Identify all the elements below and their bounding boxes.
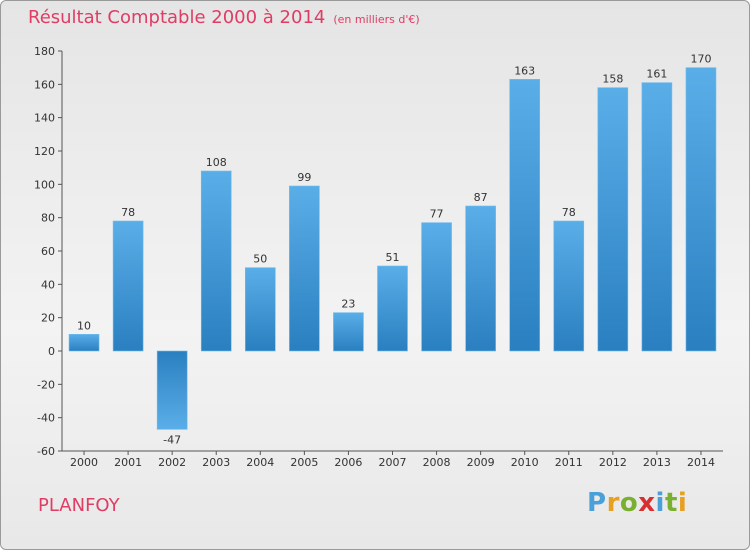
x-tick-label: 2009 — [467, 456, 495, 469]
x-tick-label: 2011 — [555, 456, 583, 469]
y-tick-label: -40 — [37, 412, 55, 425]
data-labels: 10 78 -47 108 50 99 23 51 77 87 163 78 158 161 170 — [77, 53, 711, 447]
bar-2013 — [641, 82, 673, 352]
x-tick-label: 2004 — [246, 456, 274, 469]
y-tick-label: 20 — [41, 312, 55, 325]
x-tick-label: 2005 — [290, 456, 318, 469]
bar-2002 — [156, 350, 188, 430]
x-tick-label: 2007 — [379, 456, 407, 469]
data-label-2012: 158 — [602, 73, 623, 86]
bars — [68, 67, 717, 430]
data-label-2014: 170 — [690, 53, 711, 66]
brand-letter: o — [619, 488, 639, 518]
proxiti-logo[interactable]: Proxiti — [587, 488, 687, 518]
x-tick-label: 2003 — [202, 456, 230, 469]
y-tick-label: 60 — [41, 245, 55, 258]
chart-title: Résultat Comptable 2000 à 2014 (en millie… — [28, 7, 420, 28]
y-tick-label: 160 — [34, 78, 55, 91]
y-tick-label: 140 — [34, 112, 55, 125]
data-label-2005: 99 — [297, 171, 311, 184]
data-label-2006: 23 — [341, 298, 355, 311]
brand-letter: i — [655, 488, 665, 518]
bar-2012 — [597, 87, 629, 352]
y-tick-label: 120 — [34, 145, 55, 158]
brand-letter: P — [587, 488, 607, 518]
bar-2011 — [553, 220, 585, 352]
brand-letter: r — [606, 488, 620, 518]
y-tick-label: -60 — [37, 445, 55, 458]
x-tick-label: 2012 — [599, 456, 627, 469]
x-tick-label: 2000 — [70, 456, 98, 469]
data-label-2003: 108 — [206, 156, 227, 169]
data-label-2010: 163 — [514, 64, 535, 77]
brand-letter: t — [664, 488, 678, 518]
bar-2009 — [465, 205, 496, 352]
data-label-2000: 10 — [77, 319, 91, 332]
bar-2008 — [421, 222, 452, 352]
chart-subtitle: (en milliers d'€) — [333, 13, 420, 26]
y-tick-label: 40 — [41, 278, 55, 291]
data-label-2001: 78 — [121, 206, 135, 219]
y-tick-label: 0 — [48, 345, 55, 358]
bar-2006 — [333, 312, 364, 352]
bar-2000 — [68, 334, 100, 352]
data-label-2002: -47 — [163, 433, 181, 446]
bar-2007 — [377, 265, 408, 352]
x-tick-label: 2013 — [643, 456, 671, 469]
bar-2004 — [245, 267, 276, 352]
bar-2005 — [289, 185, 320, 352]
brand-letter: x — [638, 488, 656, 518]
brand-letter: i — [677, 488, 688, 518]
data-label-2011: 78 — [562, 206, 576, 219]
y-tick-label: -20 — [37, 378, 55, 391]
data-label-2004: 50 — [253, 253, 267, 266]
y-tick-label: 100 — [34, 178, 55, 191]
commune-name: PLANFOY — [38, 495, 120, 516]
x-tick-label: 2006 — [334, 456, 362, 469]
x-tick-label: 2008 — [423, 456, 451, 469]
title-text: Résultat Comptable 2000 à 2014 — [28, 7, 326, 28]
data-label-2013: 161 — [646, 68, 667, 81]
x-tick-label: 2010 — [511, 456, 539, 469]
axes: -60 -40 -20 0 20 40 60 80 100 120 140 160 180 2000 200… — [34, 45, 723, 469]
bar-2010 — [509, 79, 541, 352]
y-tick-label: 80 — [41, 212, 55, 225]
data-label-2009: 87 — [474, 191, 488, 204]
bar-2003 — [200, 170, 232, 352]
x-tick-label: 2001 — [114, 456, 142, 469]
y-tick-label: 180 — [34, 45, 55, 58]
data-label-2007: 51 — [386, 251, 400, 264]
x-tick-label: 2014 — [687, 456, 715, 469]
x-tick-label: 2002 — [158, 456, 186, 469]
bar-2001 — [112, 220, 144, 352]
bar-2014 — [685, 67, 717, 352]
data-label-2008: 77 — [430, 208, 444, 221]
